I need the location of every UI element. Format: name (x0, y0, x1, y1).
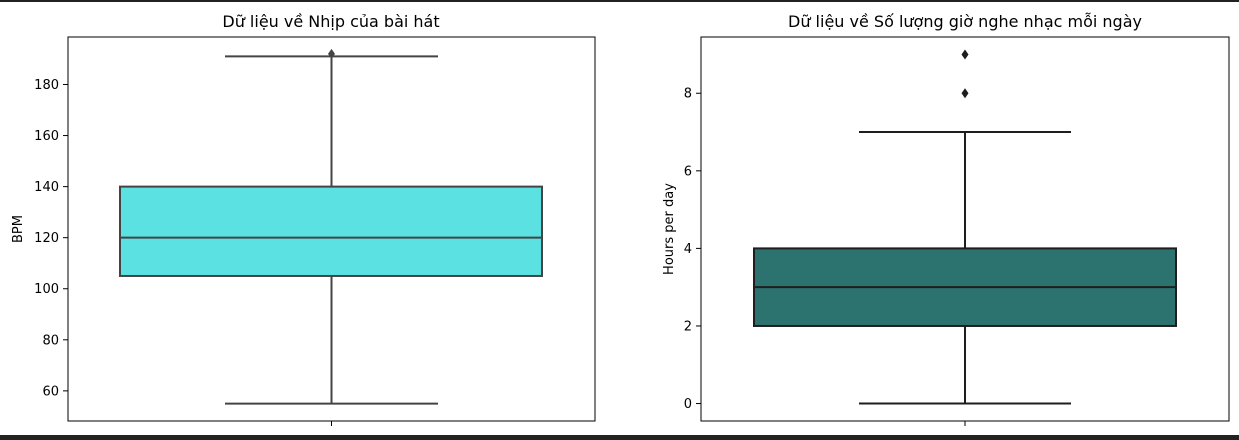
y-tick-label: 100 (34, 282, 59, 297)
outlier-point (328, 48, 335, 59)
y-tick-label: 60 (42, 384, 59, 399)
y-tick-label: 4 (684, 242, 692, 257)
outlier-point (961, 88, 969, 99)
y-tick-label: 160 (34, 129, 59, 144)
chart-title: Dữ liệu về Nhịp của bài hát (222, 12, 439, 31)
hours-boxplot: Dữ liệu về Số lượng giờ nghe nhạc mỗi ng… (662, 12, 1230, 426)
chart-title: Dữ liệu về Số lượng giờ nghe nhạc mỗi ng… (788, 12, 1142, 31)
y-tick-label: 0 (684, 397, 692, 412)
iqr-box (119, 185, 543, 277)
y-tick-label: 140 (34, 180, 59, 195)
y-tick-label: 2 (684, 319, 692, 334)
y-tick-label: 180 (34, 78, 59, 93)
outlier-point (961, 49, 969, 60)
y-tick-label: 8 (684, 87, 692, 102)
plot-area-frame (700, 36, 1230, 422)
plot-area-frame (67, 36, 596, 422)
bpm-boxplot: Dữ liệu về Nhịp của bài hát BPM 60 80 100 120… (11, 12, 596, 426)
y-tick-label: 120 (34, 231, 59, 246)
y-tick-label: 80 (42, 333, 59, 348)
y-axis-label: BPM (11, 215, 26, 243)
y-tick-label: 6 (684, 164, 692, 179)
y-axis-label: Hours per day (662, 183, 677, 275)
